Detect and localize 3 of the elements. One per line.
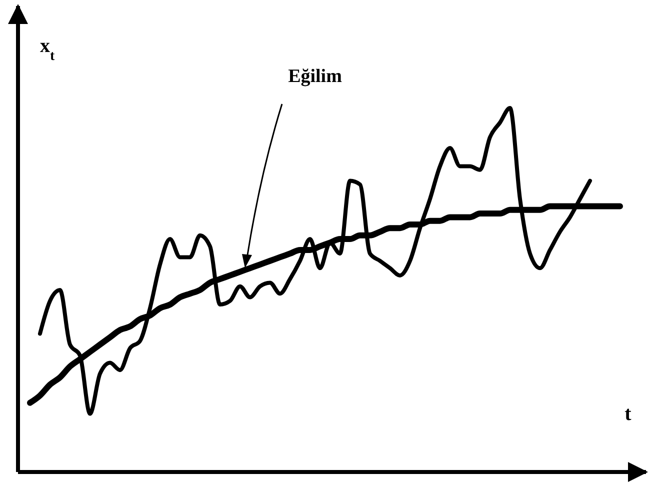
text: Eğilim (288, 66, 342, 87)
x-axis-title: t (624, 403, 632, 425)
y-axis-title: x$_{t}$ (40, 35, 55, 64)
